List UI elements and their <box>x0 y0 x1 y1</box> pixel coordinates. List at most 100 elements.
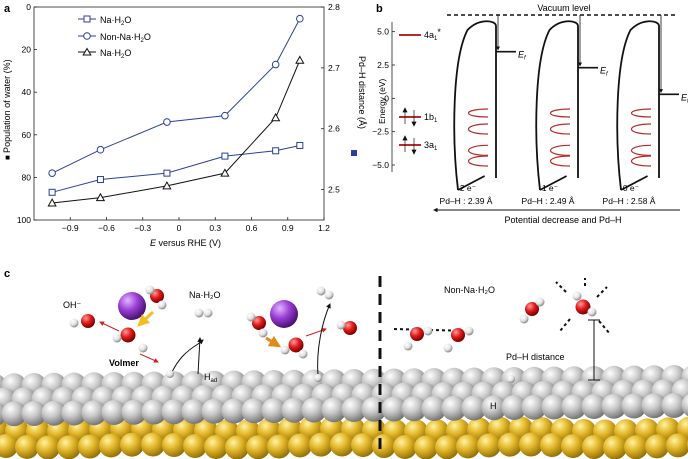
data-point-square <box>48 188 56 196</box>
gold-atom <box>99 433 123 458</box>
y-left-tick-label: 40 <box>22 87 32 97</box>
h-bond-dash <box>555 281 567 293</box>
gold-atom <box>246 435 270 459</box>
legend-entry-1: Na·H2O <box>100 15 131 27</box>
oxygen-atom <box>343 321 357 335</box>
palladium-atom <box>421 396 447 421</box>
oxygen-atom <box>120 327 136 343</box>
palladium-atom <box>141 399 167 425</box>
data-point-triangle <box>220 168 230 177</box>
blue-square-glyph <box>351 150 357 156</box>
metal-band-curve <box>453 20 497 191</box>
hydrogen-atom <box>403 341 413 351</box>
palladium-atom <box>481 395 507 421</box>
gold-atom <box>540 433 564 458</box>
gold-atom <box>183 434 207 459</box>
fermi-level-label: Ef <box>518 50 527 62</box>
palladium-atom <box>41 400 67 426</box>
y-left-tick-label: 0 <box>26 2 31 12</box>
gold-atom <box>120 432 144 457</box>
hydrogen-atom <box>336 320 346 330</box>
hydrogen-atom <box>572 291 582 301</box>
oxygen-atom <box>525 302 539 316</box>
hydroxide-ion <box>69 314 95 328</box>
legend-marker-circle <box>83 32 91 40</box>
hydrogen-atom <box>112 333 122 343</box>
data-point-triangle <box>295 55 305 64</box>
gold-atom <box>498 432 522 457</box>
energy-axis-ticks: 5.0 2.5 0 −2.5 −5.0 <box>372 27 395 170</box>
x-tick-label: −0.9 <box>62 223 79 233</box>
hydrogen-atom <box>194 308 204 318</box>
gold-atom <box>225 435 249 459</box>
gold-atom <box>414 435 438 459</box>
black-square-glyph: ■ <box>3 153 12 160</box>
left-axis-ticks: 100 80 60 40 20 0 <box>17 2 37 225</box>
sodium-ion <box>118 292 146 320</box>
atomic-scene: OH⁻ Volmer Na·H₂O Had <box>0 276 688 459</box>
data-point-circle <box>48 169 56 177</box>
x-title-italic: E <box>150 238 157 248</box>
gold-atom <box>0 434 18 458</box>
electron-count-label: 0 e⁻ <box>623 183 640 193</box>
hydrogen-atom <box>138 343 148 353</box>
gold-atom <box>330 432 354 457</box>
pd-h-distance-value: Pd–H : 2.58 Å <box>603 196 656 206</box>
water-molecule-1 <box>145 285 167 310</box>
adsorbed-hydrogen <box>314 374 322 382</box>
gold-atom <box>57 435 81 459</box>
orbital-hybridization-curve <box>630 123 652 135</box>
gold-atom <box>519 432 543 457</box>
y-left-title-text: Population of water (%) <box>2 59 12 153</box>
orbital-hybridization-curve <box>467 155 489 167</box>
y-right-tick-label: 2.5 <box>328 185 340 195</box>
orbital-hybridization-curve <box>549 155 571 167</box>
palladium-atom <box>661 393 687 418</box>
x-axis-ticks: −0.9 −0.6 −0.3 0 0.3 0.6 0.9 1.2 <box>62 217 330 233</box>
palladium-atom <box>221 398 247 424</box>
data-point-square <box>221 152 229 160</box>
x-tick-label: 1.2 <box>318 223 330 233</box>
non-na-h2o-label: Non-Na·H₂O <box>444 285 495 295</box>
hydrogen-molecule-1 <box>194 308 213 318</box>
gold-atom <box>624 435 648 459</box>
hydrogen-atom <box>324 290 334 300</box>
gold-substrate-layer <box>0 416 688 459</box>
orbital-hybridization-curve <box>549 123 571 135</box>
red-arrow-right <box>305 327 327 337</box>
gold-atom <box>36 435 60 459</box>
energy-tick-label: 5.0 <box>377 27 389 37</box>
palladium-atom <box>201 398 227 424</box>
palladium-atom <box>281 397 307 423</box>
palladium-atom <box>681 394 688 417</box>
water-molecule-4 <box>280 337 308 359</box>
data-point-triangle <box>271 112 281 122</box>
x-tick-label: −0.6 <box>98 223 115 233</box>
h-bond-dash <box>596 286 608 298</box>
orbital-hybridization-curve <box>467 144 489 156</box>
hydrogen-molecule-2 <box>316 286 334 300</box>
energy-tick-label: 0 <box>384 93 389 103</box>
x-tick-label: 0 <box>177 223 182 233</box>
y-left-tick-label: 20 <box>22 45 32 55</box>
gold-atom <box>561 434 585 459</box>
hydroxide-ion-2 <box>336 320 357 335</box>
h-bond-dash <box>598 320 611 335</box>
palladium-surface-layer <box>0 365 688 427</box>
chart-legend: Na·H2O Non-Na·H2O Na·H2O <box>78 15 151 60</box>
series-line-2 <box>51 18 301 174</box>
hydrogen-atom <box>298 349 308 359</box>
gold-atom <box>141 432 165 457</box>
x-tick-label: −0.3 <box>134 223 151 233</box>
dos-column-2: Ef 1 e⁻ Pd–H : 2.49 Å <box>522 15 609 206</box>
hydrogen-atom <box>145 285 155 295</box>
water-molecule-7 <box>519 297 545 324</box>
fermi-level-label: Ef <box>600 66 609 78</box>
palladium-atom <box>321 397 347 423</box>
hydrogen-atom <box>69 318 79 328</box>
palladium-atom <box>181 399 207 424</box>
palladium-atom <box>341 397 367 422</box>
gold-atom <box>645 434 669 459</box>
